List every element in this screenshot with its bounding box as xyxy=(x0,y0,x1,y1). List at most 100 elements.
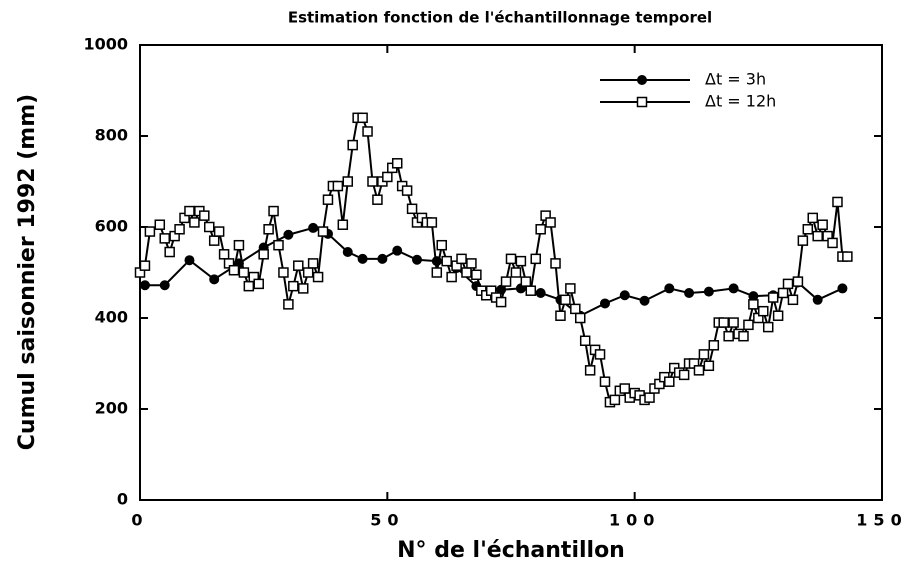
point xyxy=(560,294,571,306)
point xyxy=(748,299,759,310)
point xyxy=(743,319,754,331)
point xyxy=(832,196,843,208)
point xyxy=(342,176,354,187)
x-tick-label: 50 xyxy=(370,511,404,530)
point xyxy=(362,126,373,137)
y-axis-label: Cumul saisonnier 1992 (mm) xyxy=(15,94,40,450)
point xyxy=(664,376,675,387)
point xyxy=(505,253,517,265)
point xyxy=(347,139,358,151)
point xyxy=(703,360,715,372)
point xyxy=(792,276,804,287)
point xyxy=(441,255,452,267)
point xyxy=(584,365,596,376)
point xyxy=(525,285,537,296)
point xyxy=(545,217,556,228)
legend-marker xyxy=(636,96,648,108)
point xyxy=(401,185,413,196)
point xyxy=(693,365,705,376)
point xyxy=(332,180,344,192)
point xyxy=(842,251,853,262)
point xyxy=(728,283,739,294)
point xyxy=(812,294,823,305)
point xyxy=(297,283,309,294)
point xyxy=(817,219,828,230)
point xyxy=(456,253,467,265)
point xyxy=(283,229,294,240)
point xyxy=(308,222,319,233)
point xyxy=(213,226,225,237)
point xyxy=(723,330,734,342)
point xyxy=(515,255,527,267)
legend-label: Δt = 3h xyxy=(705,70,766,89)
point xyxy=(154,219,166,230)
point xyxy=(565,283,576,294)
series-line xyxy=(139,116,848,404)
point xyxy=(322,194,334,205)
y-tick-label: 400 xyxy=(95,308,128,327)
point xyxy=(218,249,230,260)
point xyxy=(787,294,799,306)
point xyxy=(767,292,779,303)
point xyxy=(639,295,650,306)
point xyxy=(436,239,447,251)
point xyxy=(159,233,170,244)
point xyxy=(204,221,215,233)
point xyxy=(293,260,304,271)
point xyxy=(377,253,388,264)
point xyxy=(520,276,532,287)
point xyxy=(807,212,818,224)
point xyxy=(619,383,631,394)
point xyxy=(500,276,512,287)
point xyxy=(258,249,269,260)
point xyxy=(342,247,353,258)
legend-label: Δt = 12h xyxy=(705,92,776,111)
point xyxy=(357,112,368,124)
point xyxy=(535,224,546,235)
point xyxy=(599,298,610,309)
x-axis-label: N° de l'échantillon xyxy=(397,538,625,563)
point xyxy=(708,340,720,351)
x-tick-label: 100 xyxy=(609,511,660,530)
point xyxy=(446,271,457,283)
point xyxy=(772,310,784,321)
point xyxy=(317,226,329,237)
point xyxy=(530,253,541,265)
point xyxy=(718,317,729,328)
point xyxy=(139,260,151,271)
y-tick-label: 200 xyxy=(95,399,128,418)
point xyxy=(243,280,255,292)
point xyxy=(550,258,561,269)
point xyxy=(199,210,210,221)
point xyxy=(238,267,250,278)
y-tick-label: 0 xyxy=(117,490,128,509)
point xyxy=(159,280,170,291)
point xyxy=(510,267,522,278)
point xyxy=(802,224,814,235)
point xyxy=(164,246,175,258)
point xyxy=(302,267,314,278)
point xyxy=(812,230,823,242)
point xyxy=(738,330,749,342)
point xyxy=(664,283,675,294)
point xyxy=(684,287,695,298)
x-tick-label: 0 xyxy=(131,511,148,530)
point xyxy=(555,310,566,321)
point xyxy=(762,321,774,333)
point xyxy=(209,274,220,285)
point xyxy=(471,269,482,281)
point xyxy=(426,217,438,228)
legend-marker xyxy=(637,75,647,85)
point xyxy=(288,280,299,292)
chart-title: Estimation fonction de l'échantillonnage… xyxy=(288,9,712,27)
point xyxy=(575,312,586,324)
point xyxy=(312,271,324,283)
point xyxy=(391,158,403,169)
point xyxy=(703,286,714,297)
point xyxy=(599,376,611,387)
point xyxy=(594,349,606,360)
point xyxy=(283,299,294,310)
point xyxy=(357,253,368,264)
point xyxy=(144,226,156,237)
point xyxy=(233,239,245,251)
